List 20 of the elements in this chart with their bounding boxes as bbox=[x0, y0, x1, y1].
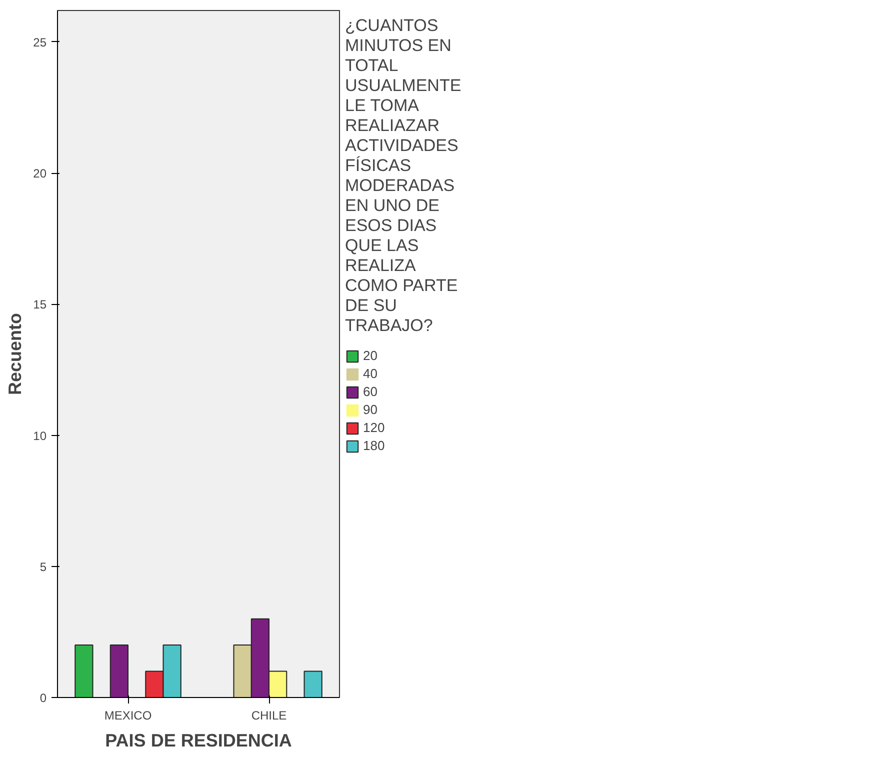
x-tick-label: CHILE bbox=[251, 708, 287, 722]
y-tick-label: 25 bbox=[33, 35, 47, 50]
legend-label: 90 bbox=[363, 402, 378, 417]
x-tick-label: MEXICO bbox=[104, 708, 152, 722]
legend-label: 20 bbox=[363, 348, 378, 363]
y-tick-label: 10 bbox=[33, 428, 47, 443]
bar bbox=[304, 670, 322, 698]
x-axis-title: PAIS DE RESIDENCIA bbox=[105, 730, 292, 750]
text: ¿CUANTOS MINUTOS EN TOTAL USUALMENTE LE TOMA REALIAZAR ACTIVIDADES FÍSICAS MODERADAS EN UNO DE ESOS DIAS QUE LAS REALIZA COMO PARTE DE SU TRABAJO? bbox=[345, 16, 462, 335]
legend-label: 40 bbox=[363, 366, 378, 381]
bar bbox=[110, 644, 128, 698]
legend-label: 60 bbox=[363, 384, 378, 399]
y-tick-label: 15 bbox=[33, 298, 47, 312]
bar bbox=[74, 644, 94, 698]
y-tick-label: 20 bbox=[33, 166, 47, 181]
legend-label: 180 bbox=[363, 438, 385, 453]
legend-label: 120 bbox=[363, 420, 385, 435]
y-tick-label: 0 bbox=[40, 691, 47, 705]
y-tick-label: 5 bbox=[40, 560, 47, 574]
y-axis-title: Recuento bbox=[5, 312, 26, 396]
